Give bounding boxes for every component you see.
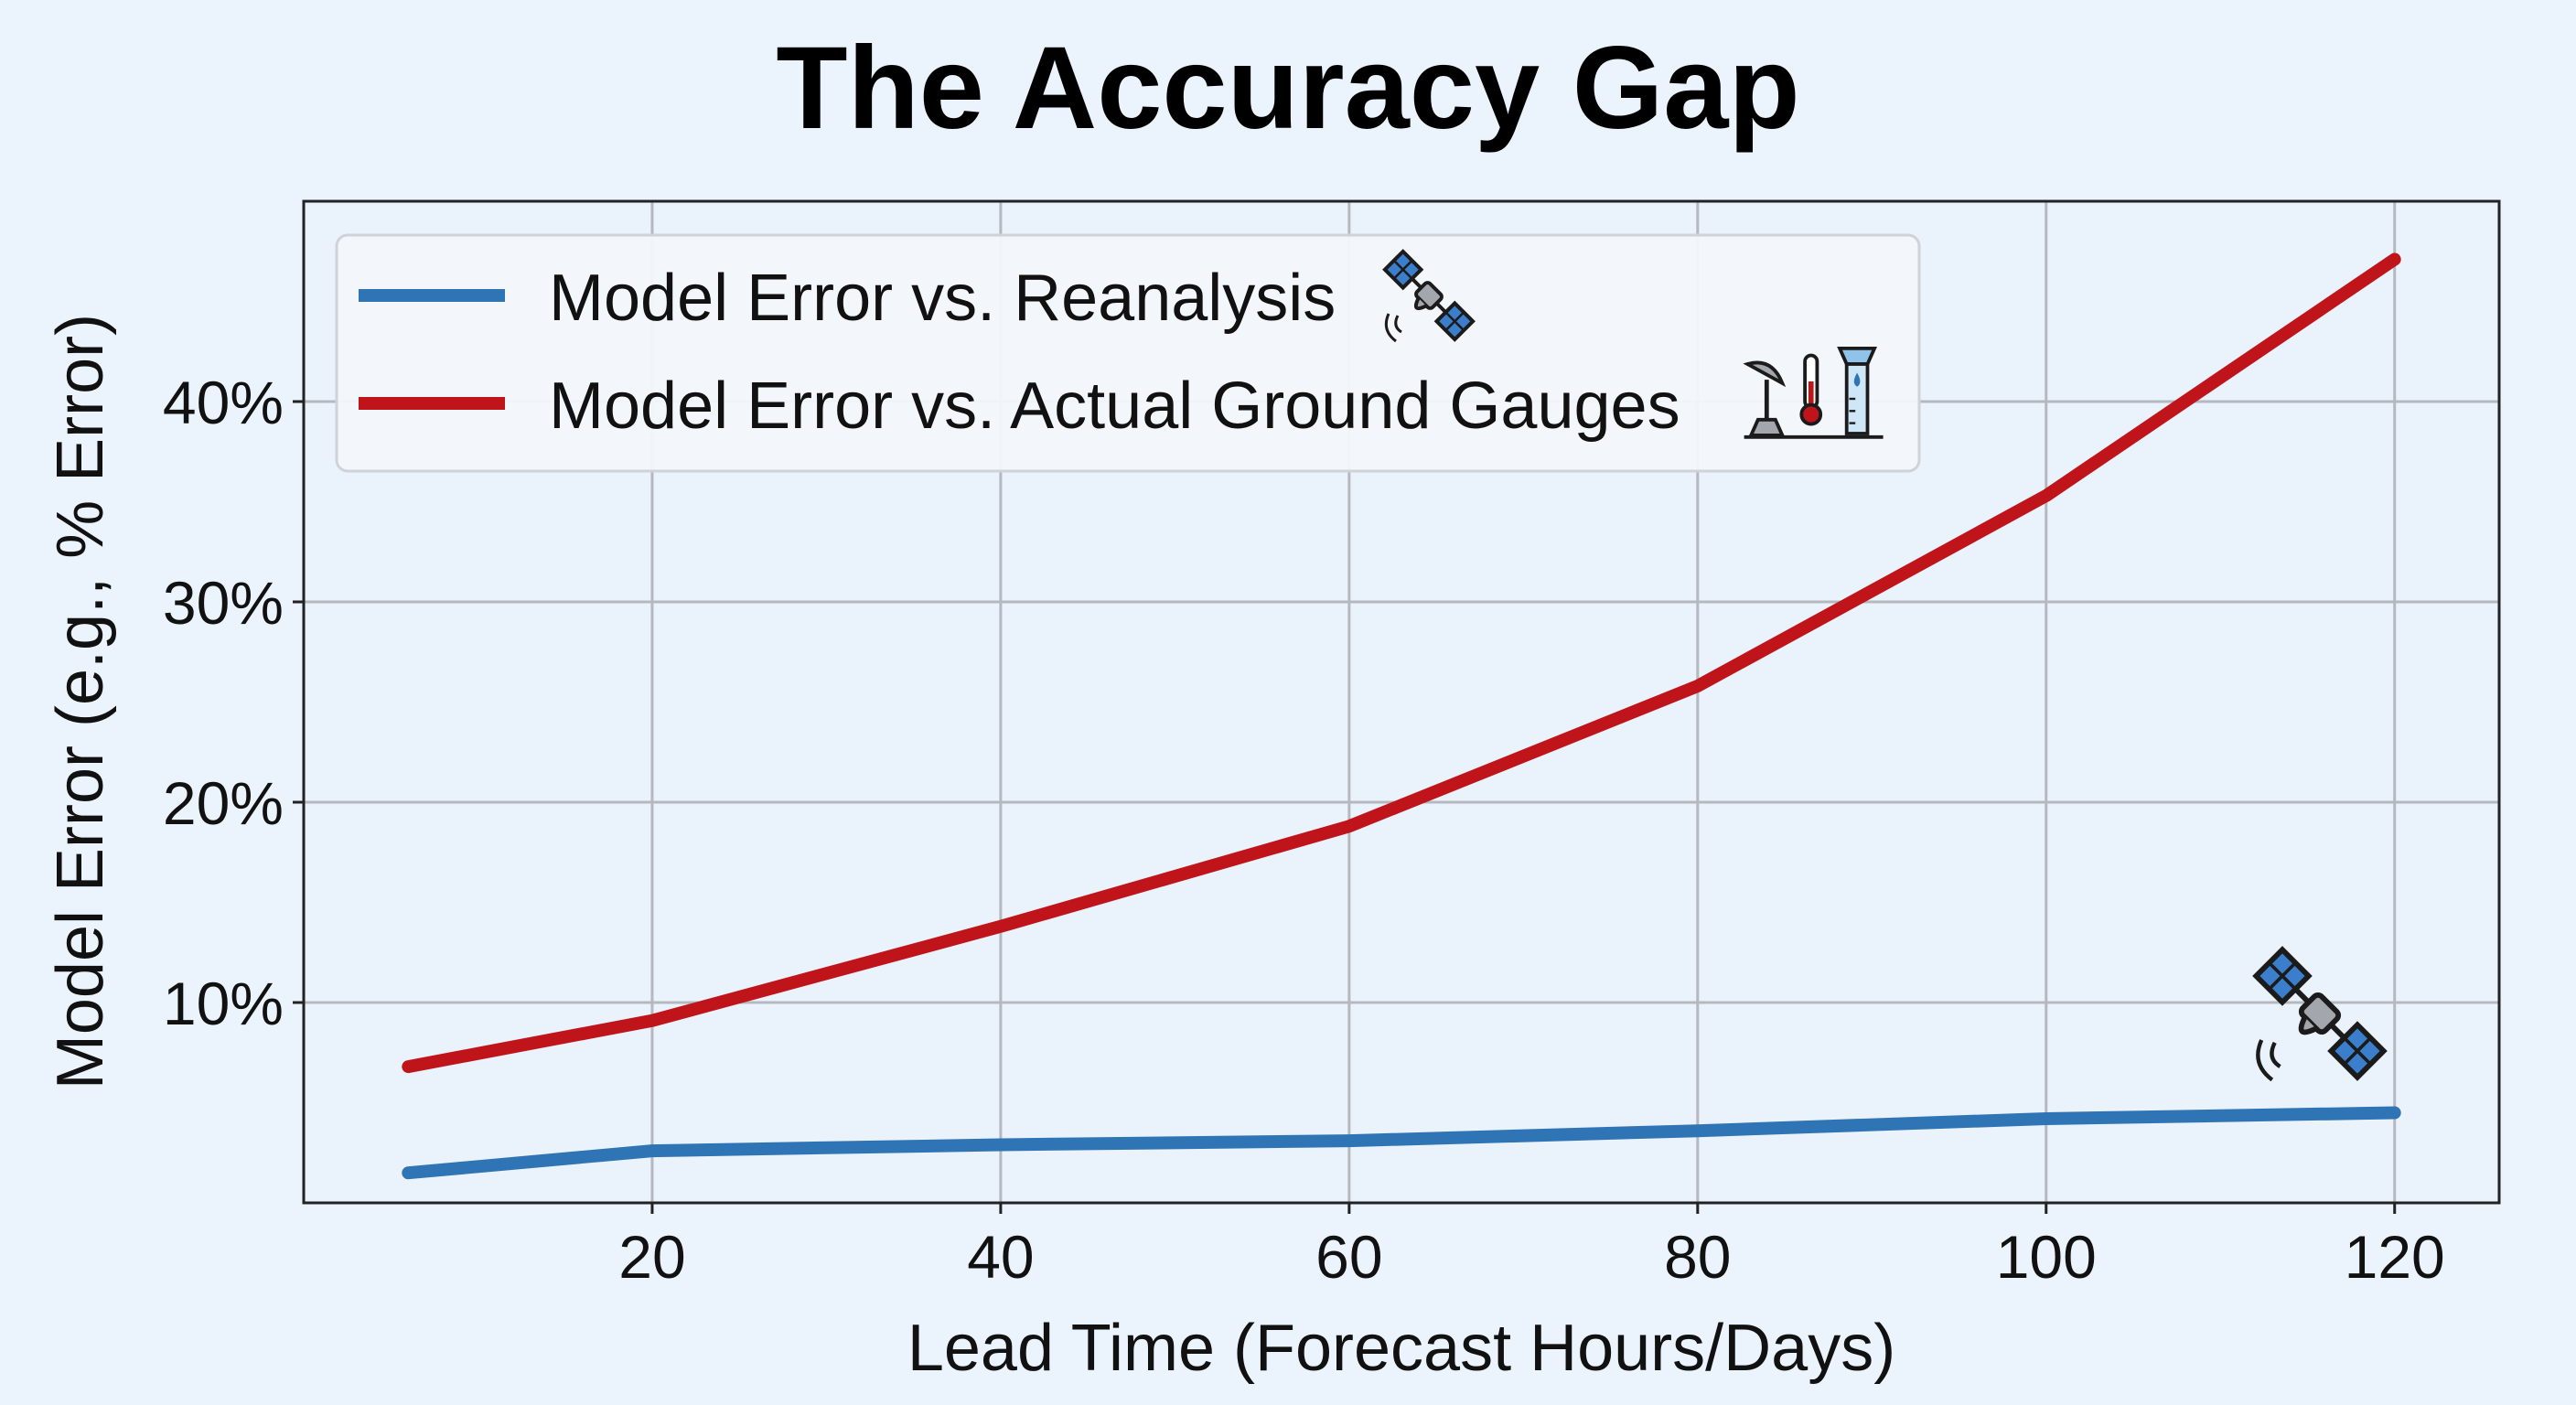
legend-label-ground-gauges: Model Error vs. Actual Ground Gauges [549, 370, 1680, 443]
x-tick-label: 20 [618, 1223, 685, 1291]
chart-title: The Accuracy Gap [776, 23, 1799, 154]
y-tick-label: 10% [163, 970, 284, 1037]
x-axis-label: Lead Time (Forecast Hours/Days) [907, 1312, 1895, 1385]
x-axis: 20 40 60 80 100 120 [618, 1203, 2445, 1291]
legend-label-reanalysis: Model Error vs. Reanalysis [549, 262, 1336, 335]
y-axis-label: Model Error (e.g., % Error) [44, 314, 117, 1089]
x-tick-label: 40 [967, 1223, 1034, 1291]
legend-item-ground-gauges: Model Error vs. Actual Ground Gauges [359, 349, 1884, 443]
x-tick-label: 120 [2345, 1223, 2445, 1291]
x-tick-label: 80 [1664, 1223, 1731, 1291]
legend: Model Error vs. Reanalysis Model Error v… [335, 233, 1921, 473]
y-tick-label: 30% [163, 569, 284, 637]
series-layer [402, 252, 2401, 1180]
y-axis: 10% 20% 30% 40% [163, 369, 304, 1037]
legend-item-reanalysis: Model Error vs. Reanalysis [359, 249, 1476, 345]
x-tick-label: 60 [1315, 1223, 1382, 1291]
y-tick-label: 40% [163, 369, 284, 436]
legend-box [335, 233, 1921, 473]
series-line-reanalysis [402, 1106, 2401, 1180]
series-line-ground-gauges [402, 252, 2401, 1074]
x-tick-label: 100 [1996, 1223, 2097, 1291]
plot-frame [302, 199, 2501, 1205]
y-tick-label: 20% [163, 769, 284, 837]
